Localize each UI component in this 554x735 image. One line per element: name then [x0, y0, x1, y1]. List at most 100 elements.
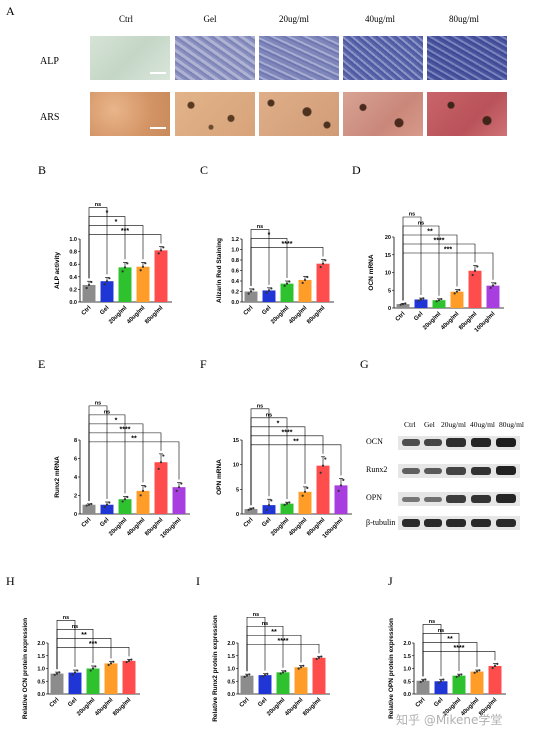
y-axis-label: Relative Runx2 protein expression: [212, 615, 219, 722]
data-point: [299, 666, 303, 669]
significance-label-0: ns: [409, 212, 415, 218]
significance-label-1: ns: [418, 221, 424, 227]
blot-column-ctrl: Ctrl: [404, 420, 416, 429]
significance-label-0: ns: [95, 202, 101, 208]
y-tick-label: 1.0: [37, 667, 45, 673]
significance-bracket-3: [422, 651, 496, 677]
panel-a-column-ctrl: Ctrl: [118, 14, 133, 24]
y-tick-label: 2: [74, 494, 77, 500]
data-point: [261, 675, 264, 678]
data-point: [424, 678, 427, 681]
data-point: [324, 457, 327, 460]
significance-label-1: ns: [438, 628, 444, 634]
data-point: [442, 678, 445, 681]
bar-1: [100, 504, 114, 514]
y-tick-label: 0.0: [37, 692, 45, 698]
data-point: [139, 269, 142, 272]
data-point: [281, 671, 285, 674]
blot-strip-opn: [398, 492, 520, 506]
data-point: [105, 280, 109, 283]
blot-row-runx2: Runx2: [366, 465, 388, 474]
y-tick-label: 0.0: [227, 692, 235, 698]
chart-i-runx2-protein: Relative Runx2 protein expression 0.0 0.5 1…: [212, 612, 330, 722]
data-point: [306, 486, 309, 489]
data-point: [283, 503, 286, 506]
data-point: [404, 302, 407, 305]
significance-label-2: **: [271, 629, 277, 636]
watermark-text: 知乎 @Mikene学堂: [396, 713, 503, 727]
data-point: [270, 499, 273, 502]
data-point: [319, 265, 322, 269]
y-tick-label: 0.4: [231, 279, 240, 285]
data-point: [85, 286, 88, 290]
y-tick-label: 0: [74, 512, 77, 518]
data-point: [440, 297, 443, 301]
bar-2: [452, 675, 466, 694]
significance-label-2: *: [277, 420, 280, 427]
x-tick-label-2: 20ug/ml: [270, 517, 291, 538]
data-point: [494, 282, 497, 285]
chart-h-ocn-protein: Relative OCN protein expression 0.0 0.5 1.0…: [22, 615, 140, 719]
significance-bracket-3: [246, 643, 320, 672]
data-point: [422, 297, 425, 300]
data-point: [105, 503, 109, 506]
x-tick-label-1: Gel: [99, 517, 110, 528]
data-point: [473, 671, 476, 674]
x-tick-label-2: 20ug/ml: [108, 305, 129, 326]
y-tick-label: 15: [233, 438, 239, 444]
significance-bracket-2: [402, 234, 458, 301]
blot-strip-runx2: [398, 464, 520, 478]
bar-5: [172, 487, 186, 514]
significance-label-2: **: [427, 229, 433, 236]
bar-2: [280, 283, 294, 302]
bar-4: [468, 270, 482, 308]
data-point: [320, 655, 323, 658]
blot-row-opn: OPN: [366, 493, 383, 502]
y-tick-label: 1.5: [37, 654, 45, 660]
data-point: [247, 292, 250, 295]
significance-bracket-0: [402, 216, 422, 301]
data-point: [157, 252, 160, 255]
data-point: [159, 249, 163, 252]
panel-a-column-gel: Gel: [203, 14, 217, 24]
data-point: [112, 660, 115, 663]
x-tick-label-1: Gel: [67, 697, 78, 708]
y-axis-label: ALP activity: [54, 252, 61, 289]
x-tick-label-1: Gel: [261, 517, 272, 528]
x-tick-label-1: Gel: [257, 697, 268, 708]
micrograph-ars-gel: [175, 92, 255, 136]
bar-1: [68, 672, 82, 694]
scale-bar-alp: [150, 72, 166, 74]
blot-row-beta-tubulin: β-tubulin: [366, 518, 396, 527]
data-point: [455, 290, 459, 293]
x-tick-label-4: 80ug/ml: [144, 305, 165, 326]
data-point: [399, 303, 402, 306]
x-tick-label-1: Gel: [99, 305, 110, 316]
blot-strip-beta-tubulin: [398, 516, 520, 530]
significance-bracket-2: [56, 638, 112, 670]
bar-1: [434, 681, 448, 694]
x-tick-label-2: 20ug/ml: [270, 305, 291, 326]
y-tick-label: 1.0: [403, 667, 411, 673]
bar-1: [262, 290, 276, 302]
y-axis-label: Alizarin Red Staining: [216, 238, 223, 303]
x-tick-label-1: Gel: [261, 305, 272, 316]
significance-label-3: ****: [282, 429, 293, 436]
x-tick-label-0: Ctrl: [239, 697, 251, 709]
y-tick-label: 1.0: [69, 237, 77, 243]
bar-2: [432, 300, 446, 308]
data-point: [265, 291, 268, 294]
bar-4: [154, 462, 168, 514]
significance-label-3: ****: [120, 426, 131, 433]
data-point: [324, 259, 327, 262]
y-tick-label: 0: [388, 306, 391, 312]
bar-3: [136, 490, 150, 514]
data-point: [130, 658, 133, 661]
y-tick-label: 0: [236, 512, 239, 518]
data-point: [342, 478, 345, 481]
blot-row-ocn: OCN: [366, 437, 383, 446]
data-point: [339, 484, 343, 487]
data-point: [126, 262, 129, 265]
bar-3: [450, 291, 464, 308]
data-point: [109, 662, 113, 665]
